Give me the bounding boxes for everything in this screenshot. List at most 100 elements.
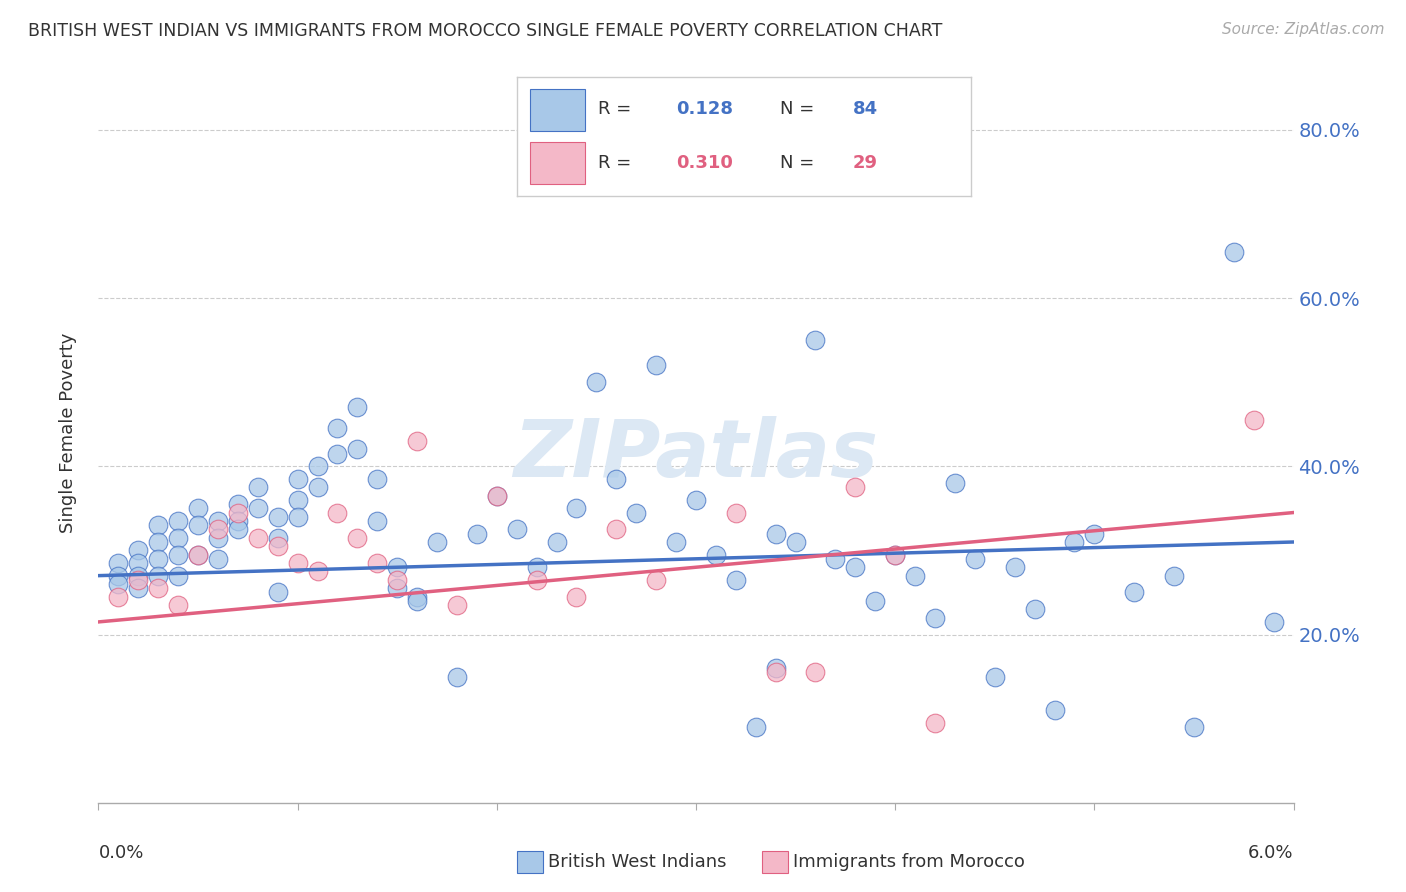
Point (127, 556, 149, 570)
Point (526, 560, 548, 574)
Point (107, 556, 129, 570)
Point (1043, 703, 1066, 717)
Point (326, 506, 349, 520)
Point (187, 518, 209, 533)
Point (187, 501, 209, 516)
Point (546, 535, 568, 549)
Point (884, 548, 907, 562)
Point (207, 551, 229, 566)
Point (385, 581, 409, 595)
Point (366, 514, 388, 528)
Point (127, 568, 149, 582)
Text: Source: ZipAtlas.com: Source: ZipAtlas.com (1222, 22, 1385, 37)
Point (207, 522, 229, 536)
FancyBboxPatch shape (762, 851, 787, 873)
Point (107, 577, 129, 591)
Point (148, 551, 170, 566)
Point (446, 598, 468, 612)
Point (187, 548, 209, 562)
Point (207, 531, 229, 545)
Point (127, 581, 149, 595)
Point (804, 665, 827, 680)
Point (804, 333, 827, 347)
Point (366, 556, 388, 570)
Point (346, 531, 368, 545)
Point (246, 501, 269, 516)
Point (148, 568, 170, 582)
Point (943, 476, 966, 491)
Point (844, 560, 866, 574)
Point (167, 531, 190, 545)
Point (1063, 535, 1085, 549)
Point (246, 531, 269, 545)
Point (665, 535, 688, 549)
Point (704, 548, 727, 562)
Point (844, 480, 866, 494)
Point (1083, 526, 1105, 541)
Point (148, 518, 170, 533)
Point (465, 526, 488, 541)
Point (565, 501, 588, 516)
Point (326, 421, 349, 435)
Point (406, 434, 429, 448)
Text: British West Indians: British West Indians (548, 853, 727, 871)
Point (127, 543, 149, 558)
Point (904, 568, 927, 582)
Point (1263, 615, 1285, 629)
Point (226, 506, 249, 520)
Point (645, 573, 668, 587)
Point (724, 506, 747, 520)
Point (287, 556, 309, 570)
Point (226, 497, 249, 511)
Point (406, 590, 429, 604)
Point (645, 359, 668, 373)
Point (148, 581, 170, 595)
Point (446, 670, 468, 684)
Point (366, 472, 388, 486)
Point (963, 551, 986, 566)
Point (685, 492, 707, 507)
Point (765, 526, 787, 541)
Point (287, 472, 309, 486)
Text: 6.0%: 6.0% (1249, 844, 1294, 862)
Point (226, 514, 249, 528)
Point (924, 715, 946, 730)
Point (865, 594, 887, 608)
Point (1223, 244, 1246, 259)
Point (406, 594, 429, 608)
Point (924, 610, 946, 624)
Point (107, 590, 129, 604)
Point (127, 573, 149, 587)
Point (107, 568, 129, 582)
Point (385, 573, 409, 587)
Text: Immigrants from Morocco: Immigrants from Morocco (793, 853, 1025, 871)
Point (485, 489, 508, 503)
Point (287, 492, 309, 507)
Point (884, 548, 907, 562)
Point (167, 598, 190, 612)
Y-axis label: Single Female Poverty: Single Female Poverty (59, 333, 77, 533)
Point (346, 401, 368, 415)
Point (267, 531, 290, 545)
Point (307, 480, 329, 494)
FancyBboxPatch shape (517, 851, 543, 873)
Point (824, 551, 846, 566)
Point (785, 535, 807, 549)
Point (226, 522, 249, 536)
Point (148, 535, 170, 549)
Point (724, 573, 747, 587)
Point (267, 539, 290, 553)
Text: 0.0%: 0.0% (98, 844, 143, 862)
Point (307, 459, 329, 474)
Point (565, 590, 588, 604)
Point (526, 573, 548, 587)
Point (187, 548, 209, 562)
Point (605, 472, 627, 486)
Point (287, 509, 309, 524)
Point (626, 506, 648, 520)
Point (267, 585, 290, 599)
Point (307, 565, 329, 579)
Text: ZIPatlas: ZIPatlas (513, 416, 879, 494)
Point (385, 560, 409, 574)
Point (1123, 585, 1146, 599)
